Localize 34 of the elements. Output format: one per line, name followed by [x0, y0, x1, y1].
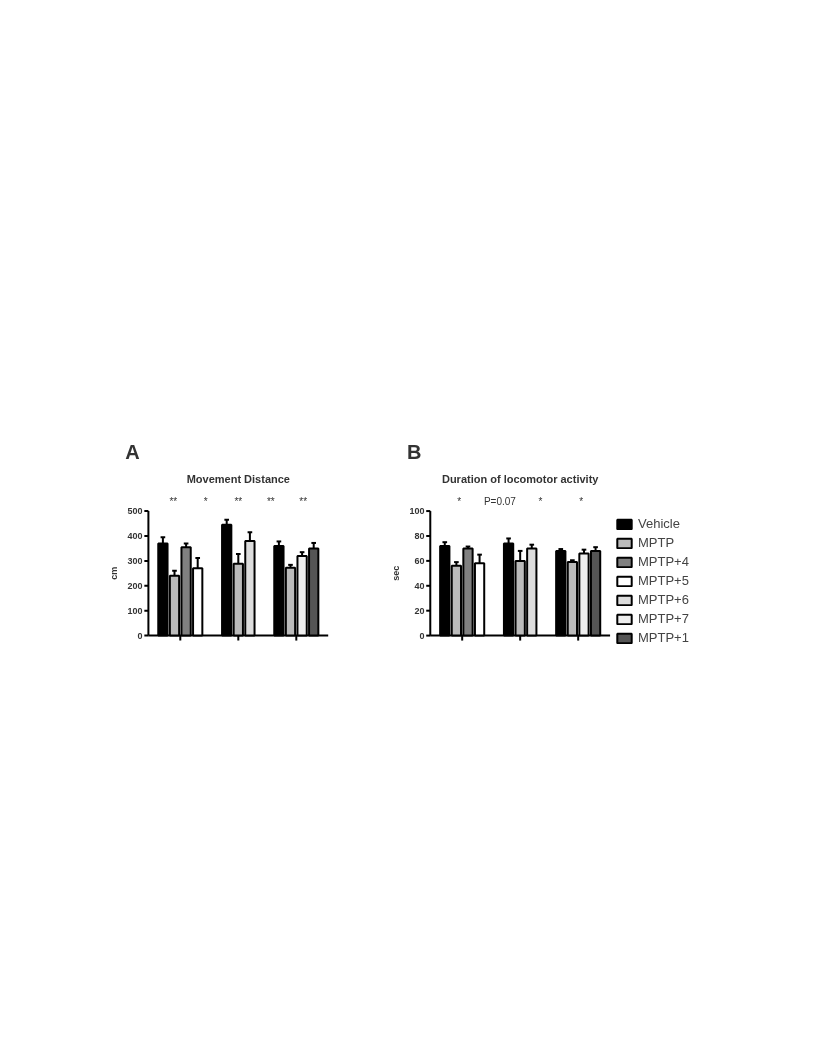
text: P=0.07 [483, 496, 517, 508]
y-axis-title: cm [109, 566, 120, 580]
y-tick-label: 300 [127, 555, 143, 566]
y-tick-label: 500 [127, 506, 143, 517]
text: ** [234, 496, 243, 508]
text: * [457, 496, 462, 508]
legend-label: MPTP+6 [638, 592, 689, 607]
y-tick-label: 60 [414, 555, 425, 566]
y-tick-label: 0 [137, 630, 143, 641]
legend-label: MPTP+1 [638, 630, 689, 645]
y-tick-label: 100 [409, 506, 425, 517]
y-tick-label: 400 [127, 530, 143, 541]
text: ** [169, 496, 178, 508]
legend-label: MPTP+7 [638, 611, 689, 626]
y-tick-label: 80 [414, 530, 425, 541]
y-tick-label: 200 [127, 580, 143, 591]
legend-label: MPTP+4 [638, 554, 689, 569]
legend-label: MPTP [638, 535, 675, 550]
legend-label: MPTP+5 [638, 573, 689, 588]
text: B [407, 441, 422, 464]
text: * [579, 496, 584, 508]
text: * [203, 496, 208, 508]
y-axis-title: sec [391, 565, 402, 581]
y-tick-label: 40 [414, 580, 425, 591]
chart-title: Duration of locomotor activity [441, 473, 600, 486]
text: * [538, 496, 543, 508]
y-tick-label: 100 [127, 605, 143, 616]
text: ** [299, 496, 308, 508]
chart-title: Movement Distance [186, 473, 290, 486]
legend-label: Vehicle [638, 516, 680, 531]
text: A [125, 441, 140, 464]
y-tick-label: 20 [414, 605, 425, 616]
text: ** [266, 496, 275, 508]
y-tick-label: 0 [419, 630, 425, 641]
